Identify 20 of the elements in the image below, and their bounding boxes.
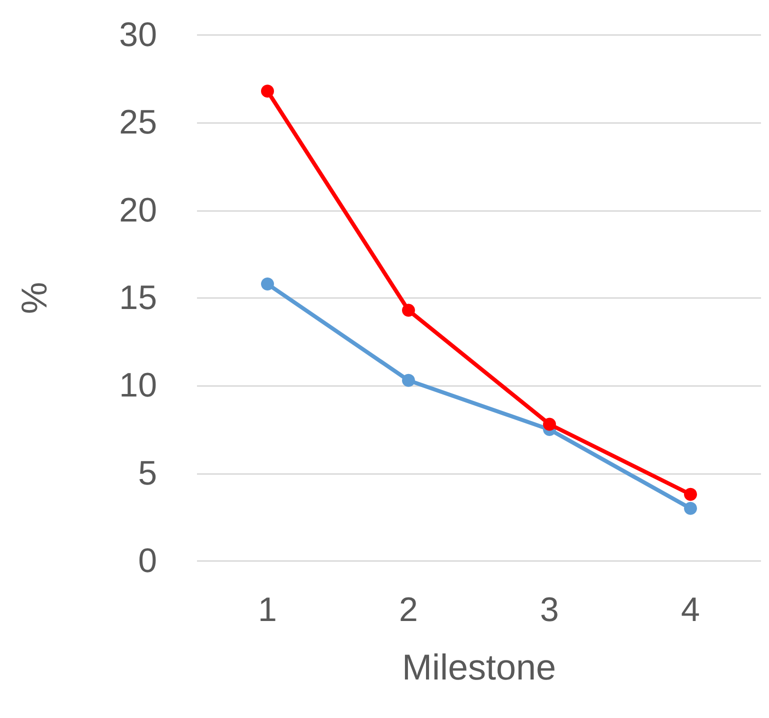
point — [261, 277, 274, 290]
x-tick-label: 3 — [540, 591, 559, 629]
x-tick-label: 4 — [681, 591, 700, 629]
point — [684, 488, 697, 501]
y-tick-label: 0 — [138, 542, 157, 580]
y-tick-label: 30 — [119, 16, 157, 54]
point — [261, 84, 274, 98]
point — [402, 304, 415, 317]
x-tick-label: 2 — [399, 591, 418, 629]
y-tick-label: 5 — [138, 454, 157, 492]
x-tick-label: 1 — [258, 591, 277, 629]
x-axis-title: Milestone — [402, 646, 556, 688]
y-tick-label: 25 — [119, 104, 157, 142]
y-tick-label: 20 — [119, 191, 157, 230]
y-tick-label: 15 — [119, 279, 157, 317]
y-axis-title: % — [14, 282, 54, 314]
point — [684, 502, 697, 515]
y-tick-label: 10 — [119, 366, 157, 405]
point — [543, 418, 556, 431]
point — [402, 374, 415, 387]
